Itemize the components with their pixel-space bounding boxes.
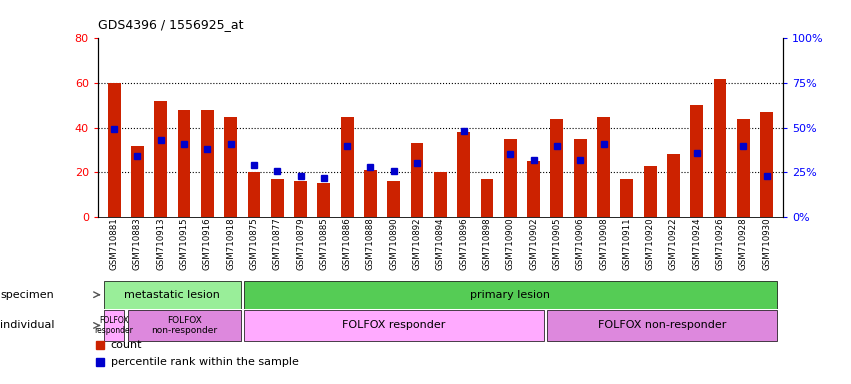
Text: GSM710875: GSM710875 (249, 217, 259, 270)
Bar (551, 119, 563, 217)
Bar (387, 181, 400, 217)
Text: GSM710920: GSM710920 (646, 217, 654, 270)
Text: FOLFOX
non-responder: FOLFOX non-responder (151, 316, 217, 335)
Text: GSM710883: GSM710883 (133, 217, 142, 270)
Bar (667, 154, 680, 217)
Bar (364, 170, 377, 217)
Text: GSM710906: GSM710906 (575, 217, 585, 270)
Bar (131, 146, 144, 217)
Text: specimen: specimen (0, 290, 54, 300)
Bar (317, 184, 330, 217)
Bar (411, 143, 424, 217)
Bar (457, 132, 470, 217)
Text: GSM710877: GSM710877 (273, 217, 282, 270)
Text: GSM710896: GSM710896 (460, 217, 468, 270)
Text: GSM710930: GSM710930 (762, 217, 771, 270)
Text: GSM710922: GSM710922 (669, 217, 678, 270)
Bar (690, 105, 703, 217)
Text: primary lesion: primary lesion (471, 290, 551, 300)
Text: GSM710902: GSM710902 (529, 217, 538, 270)
Text: GDS4396 / 1556925_at: GDS4396 / 1556925_at (98, 18, 243, 31)
Text: GSM710881: GSM710881 (110, 217, 118, 270)
Text: GSM710892: GSM710892 (413, 217, 421, 270)
Bar (201, 110, 214, 217)
Text: GSM710905: GSM710905 (552, 217, 562, 270)
Bar (620, 179, 633, 217)
Text: GSM710900: GSM710900 (505, 217, 515, 270)
Text: GSM710886: GSM710886 (343, 217, 351, 270)
Bar (527, 161, 540, 217)
Bar (105, 310, 124, 341)
Bar (504, 139, 517, 217)
Text: FOLFOX non-responder: FOLFOX non-responder (597, 320, 726, 331)
Text: FOLFOX responder: FOLFOX responder (342, 320, 445, 331)
Text: GSM710918: GSM710918 (226, 217, 235, 270)
Bar (760, 112, 773, 217)
Bar (434, 172, 447, 217)
Bar (244, 281, 776, 309)
Bar (178, 110, 191, 217)
Bar (340, 116, 354, 217)
Text: GSM710924: GSM710924 (692, 217, 701, 270)
Text: GSM710885: GSM710885 (319, 217, 328, 270)
Bar (574, 139, 586, 217)
Bar (737, 119, 750, 217)
Bar (271, 179, 283, 217)
Text: GSM710916: GSM710916 (203, 217, 212, 270)
Bar (244, 310, 544, 341)
Bar (597, 116, 610, 217)
Bar (108, 83, 121, 217)
Bar (248, 172, 260, 217)
Text: metastatic lesion: metastatic lesion (124, 290, 220, 300)
Text: percentile rank within the sample: percentile rank within the sample (111, 357, 299, 367)
Text: GSM710926: GSM710926 (716, 217, 724, 270)
Bar (154, 101, 167, 217)
Text: GSM710879: GSM710879 (296, 217, 306, 270)
Text: count: count (111, 340, 142, 350)
Text: GSM710928: GSM710928 (739, 217, 748, 270)
Text: GSM710913: GSM710913 (157, 217, 165, 270)
Text: FOLFOX
responder: FOLFOX responder (94, 316, 134, 335)
Bar (714, 79, 727, 217)
Bar (643, 166, 656, 217)
Bar (294, 181, 307, 217)
Bar (225, 116, 237, 217)
Text: GSM710911: GSM710911 (622, 217, 631, 270)
Text: individual: individual (0, 320, 54, 331)
Bar (547, 310, 776, 341)
Text: GSM710908: GSM710908 (599, 217, 608, 270)
Text: GSM710915: GSM710915 (180, 217, 189, 270)
Bar (481, 179, 494, 217)
Text: GSM710898: GSM710898 (483, 217, 492, 270)
Bar (128, 310, 241, 341)
Bar (105, 281, 241, 309)
Text: GSM710890: GSM710890 (389, 217, 398, 270)
Text: GSM710894: GSM710894 (436, 217, 445, 270)
Text: GSM710888: GSM710888 (366, 217, 375, 270)
